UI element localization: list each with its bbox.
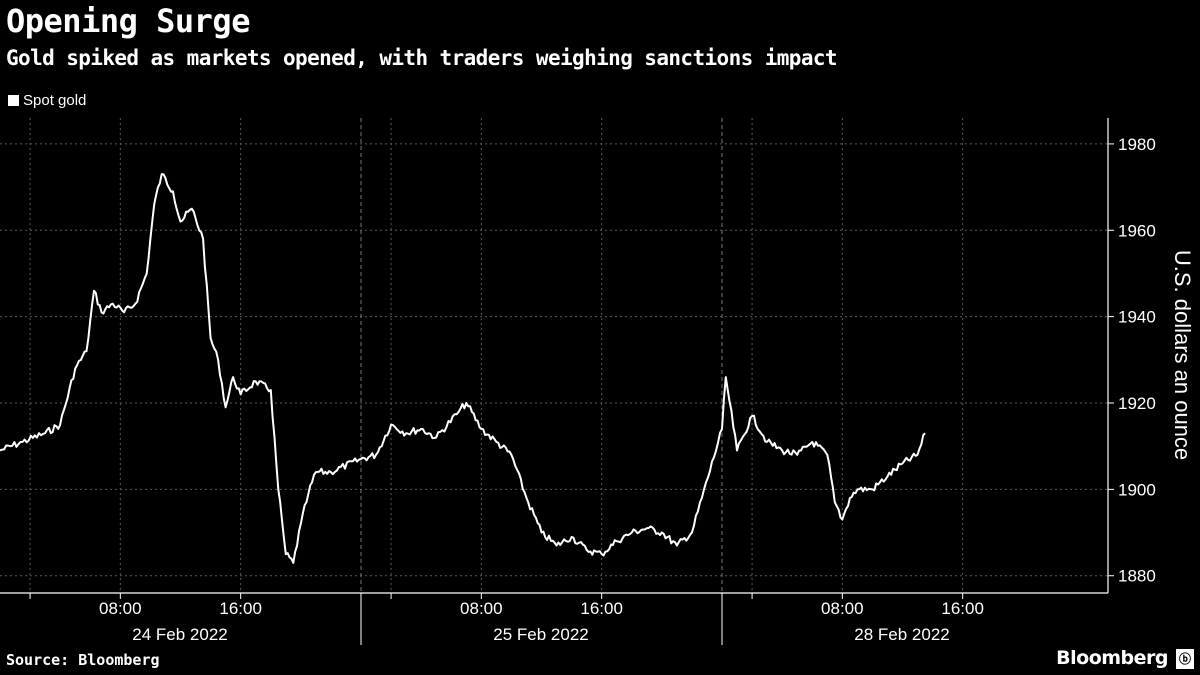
bloomberg-mark-icon: ⓑ — [1176, 649, 1194, 669]
x-tick-label: 16:00 — [941, 599, 984, 618]
session-date-label: 25 Feb 2022 — [493, 625, 588, 644]
legend: Spot gold — [8, 92, 86, 109]
session-date-label: 24 Feb 2022 — [132, 625, 227, 644]
x-tick-label: 08:00 — [821, 599, 864, 618]
bloomberg-logo: Bloomberg — [1056, 647, 1168, 669]
x-tick-label: 16:00 — [580, 599, 623, 618]
y-tick-label: 1960 — [1118, 221, 1156, 240]
series-line-spot-gold — [0, 173, 926, 564]
x-tick-label: 08:00 — [460, 599, 503, 618]
y-tick-label: 1920 — [1118, 394, 1156, 413]
chart-subtitle: Gold spiked as markets opened, with trad… — [6, 46, 838, 70]
legend-label: Spot gold — [23, 92, 87, 109]
x-tick-label: 16:00 — [219, 599, 262, 618]
x-tick-label: 08:00 — [99, 599, 142, 618]
legend-swatch — [8, 95, 19, 106]
session-date-label: 28 Feb 2022 — [854, 625, 949, 644]
y-tick-label: 1900 — [1118, 480, 1156, 499]
y-axis-title: U.S. dollars an ounce — [1170, 250, 1195, 460]
y-tick-label: 1880 — [1118, 567, 1156, 586]
chart-title: Opening Surge — [6, 2, 250, 40]
source-note: Source: Bloomberg — [6, 651, 160, 669]
y-tick-label: 1980 — [1118, 135, 1156, 154]
y-tick-label: 1940 — [1118, 308, 1156, 327]
